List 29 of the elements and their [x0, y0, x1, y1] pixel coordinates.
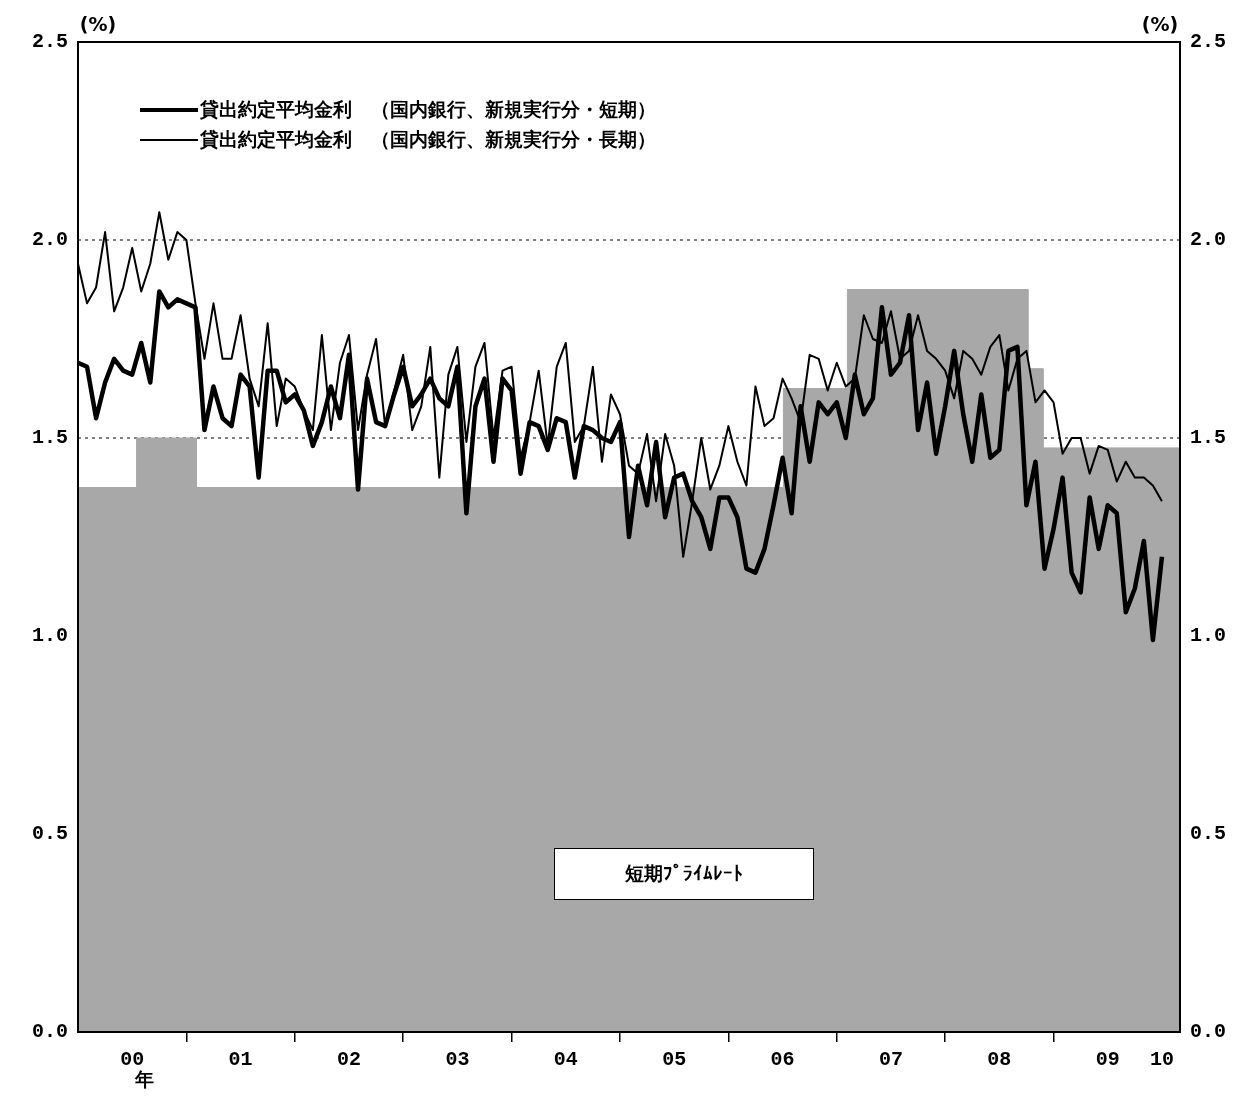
y-tick-label: 1.5: [31, 426, 68, 450]
y-axis-title: (%): [79, 13, 117, 36]
x-tick-label: 07: [878, 1048, 903, 1072]
y2-tick-label: 0.0: [1190, 1020, 1227, 1044]
x-tick-label: 05: [662, 1048, 687, 1072]
y-tick-label: 1.0: [31, 624, 68, 648]
y2-tick-label: 1.5: [1190, 426, 1227, 450]
y2-tick-label: 0.5: [1190, 822, 1227, 846]
x-tick-label: 04: [553, 1048, 578, 1072]
x-tick-label: 06: [770, 1048, 795, 1072]
y2-tick-label: 1.0: [1190, 624, 1227, 648]
y2-axis-title: (%): [1141, 13, 1179, 36]
y-tick-label: 0.0: [31, 1020, 68, 1044]
y2-tick-label: 2.0: [1190, 228, 1227, 252]
y2-tick-label: 2.5: [1190, 30, 1227, 54]
y-tick-label: 2.0: [31, 228, 68, 252]
label-box: 短期ﾌﾟﾗｲﾑﾚｰﾄ: [554, 847, 814, 900]
x-axis-title: 年: [133, 1068, 154, 1091]
x-tick-label: 01: [228, 1048, 253, 1072]
y-tick-label: 2.5: [31, 30, 68, 54]
x-tick-label: 09: [1095, 1048, 1120, 1072]
y-tick-label: 0.5: [31, 822, 68, 846]
x-tick-label: 02: [336, 1048, 361, 1072]
legend-label: 貸出約定平均金利 （国内銀行、新規実行分・短期）: [200, 97, 656, 122]
x-tick-label: 03: [445, 1048, 470, 1072]
x-tick-label: 10: [1149, 1048, 1174, 1072]
series-label: 短期ﾌﾟﾗｲﾑﾚｰﾄ: [625, 861, 743, 884]
legend-label: 貸出約定平均金利 （国内銀行、新規実行分・長期）: [200, 127, 656, 152]
x-tick-label: 08: [987, 1048, 1012, 1072]
